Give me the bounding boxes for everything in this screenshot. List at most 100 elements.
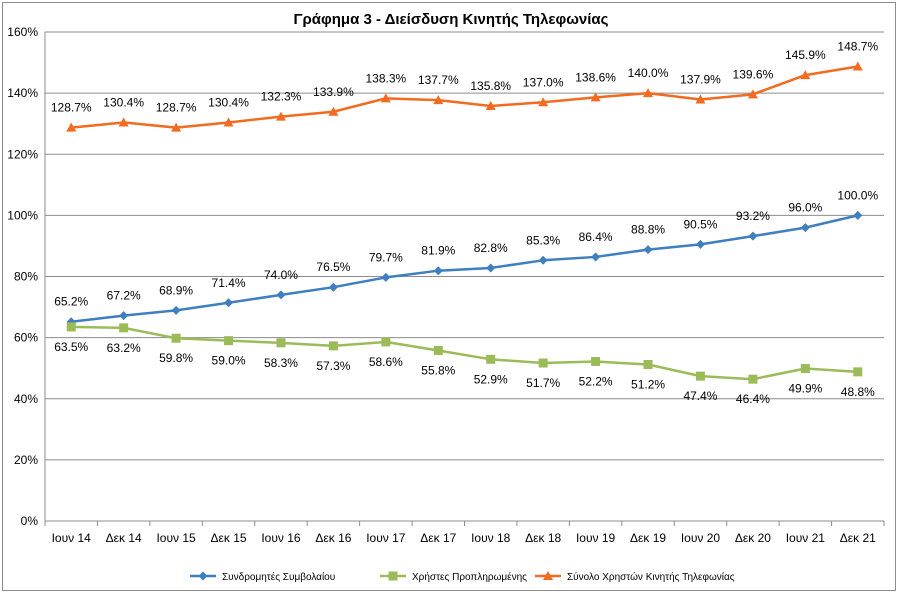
data-label: 128.7%	[156, 101, 197, 115]
x-tick-label: Ιουν 21	[786, 531, 826, 545]
x-tick-label: Ιουν 18	[471, 531, 511, 545]
x-tick-label: Δεκ 20	[735, 531, 771, 545]
data-label: 90.5%	[683, 217, 717, 231]
data-label: 46.4%	[736, 392, 770, 406]
data-point	[748, 231, 758, 241]
data-label: 130.4%	[103, 95, 144, 109]
series-line	[71, 65, 858, 129]
data-point	[590, 92, 601, 102]
data-label: 137.9%	[680, 73, 721, 87]
data-point	[695, 94, 706, 104]
data-label: 52.9%	[474, 372, 508, 386]
data-point	[171, 333, 181, 343]
x-tick-label: Δεκ 18	[525, 531, 561, 545]
data-label: 100.0%	[837, 188, 878, 202]
data-point	[118, 117, 129, 127]
data-label: 58.3%	[264, 356, 298, 370]
data-label: 96.0%	[788, 201, 822, 215]
x-tick-label: Δεκ 14	[106, 531, 142, 545]
x-tick-label: Ιουν 15	[156, 531, 196, 545]
data-point	[853, 367, 863, 377]
data-point	[171, 122, 182, 132]
x-tick-label: Δεκ 16	[315, 531, 351, 545]
data-point	[119, 311, 129, 321]
data-label: 74.0%	[264, 268, 298, 282]
data-label: 128.7%	[51, 101, 92, 115]
data-labels: 65.2% 67.2% 68.9% 71.4% 74.0% 76.5% 79.7% 81.9%…	[51, 40, 879, 407]
data-label: 59.8%	[159, 351, 193, 365]
data-point	[224, 298, 234, 308]
data-point	[591, 356, 601, 366]
data-label: 145.9%	[785, 48, 826, 62]
legend-marker	[198, 571, 208, 581]
data-point	[486, 263, 496, 273]
data-label: 57.3%	[316, 359, 350, 373]
x-tick-label: Δεκ 15	[211, 531, 247, 545]
y-tick-label: 40%	[14, 392, 38, 406]
y-tick-label: 160%	[7, 25, 38, 39]
data-label: 82.8%	[474, 241, 508, 255]
data-point	[328, 282, 338, 292]
x-tick-label: Ιουν 20	[681, 531, 721, 545]
data-point	[486, 354, 496, 364]
data-label: 47.4%	[683, 389, 717, 403]
data-label: 148.7%	[837, 40, 878, 54]
data-label: 133.9%	[313, 85, 354, 99]
data-label: 55.8%	[421, 363, 455, 377]
grid-lines	[45, 31, 884, 522]
data-point	[643, 360, 653, 370]
data-point	[538, 358, 548, 368]
data-point	[747, 89, 758, 99]
data-point	[643, 245, 653, 255]
y-tick-label: 60%	[14, 331, 38, 345]
data-point	[695, 239, 705, 249]
data-label: 130.4%	[208, 95, 249, 109]
data-point	[328, 106, 339, 116]
series-line	[71, 325, 858, 381]
data-point	[800, 70, 811, 80]
data-label: 137.7%	[418, 73, 459, 87]
data-label: 51.2%	[631, 378, 665, 392]
data-point	[381, 272, 391, 282]
legend-entry: Χρήστες Προπληρωμένης	[412, 571, 527, 583]
data-label: 93.2%	[736, 209, 770, 223]
data-point	[485, 100, 496, 110]
y-tick-label: 140%	[7, 86, 38, 100]
data-label: 138.3%	[365, 71, 406, 85]
data-label: 63.2%	[107, 341, 141, 355]
data-label: 138.6%	[575, 70, 616, 84]
data-point	[119, 323, 129, 333]
legend-marker	[543, 571, 553, 580]
y-tick-label: 120%	[7, 147, 38, 161]
legend: Συνδρομητές Συμβολαίου Χρήστες Προπληρωμέ…	[190, 571, 735, 583]
data-point	[433, 95, 444, 105]
y-tick-label: 20%	[14, 453, 38, 467]
data-point	[538, 255, 548, 265]
data-label: 48.8%	[841, 385, 875, 399]
data-label: 86.4%	[579, 230, 613, 244]
x-tick-label: Ιουν 19	[576, 531, 616, 545]
data-label: 139.6%	[733, 67, 774, 81]
data-label: 81.9%	[421, 244, 455, 258]
y-axis: 0% 20% 40% 60% 80% 100% 120% 140% 160%	[7, 25, 46, 528]
data-label: 132.3%	[261, 90, 302, 104]
x-tick-label: Δεκ 19	[630, 531, 666, 545]
data-point	[853, 210, 863, 220]
data-point	[328, 341, 338, 351]
data-point	[171, 305, 181, 315]
data-label: 137.0%	[523, 75, 564, 89]
x-tick-label: Δεκ 21	[840, 531, 876, 545]
data-point	[224, 336, 234, 346]
data-point	[852, 61, 863, 71]
data-label: 63.5%	[54, 340, 88, 354]
data-label: 79.7%	[369, 250, 403, 264]
x-tick-label: Ιουν 14	[52, 531, 92, 545]
x-tick-label: Δεκ 17	[420, 531, 456, 545]
data-label: 140.0%	[628, 66, 669, 80]
data-label: 51.7%	[526, 376, 560, 390]
data-label: 67.2%	[107, 289, 141, 303]
data-label: 68.9%	[159, 283, 193, 297]
data-point	[276, 338, 286, 348]
data-label: 65.2%	[54, 295, 88, 309]
